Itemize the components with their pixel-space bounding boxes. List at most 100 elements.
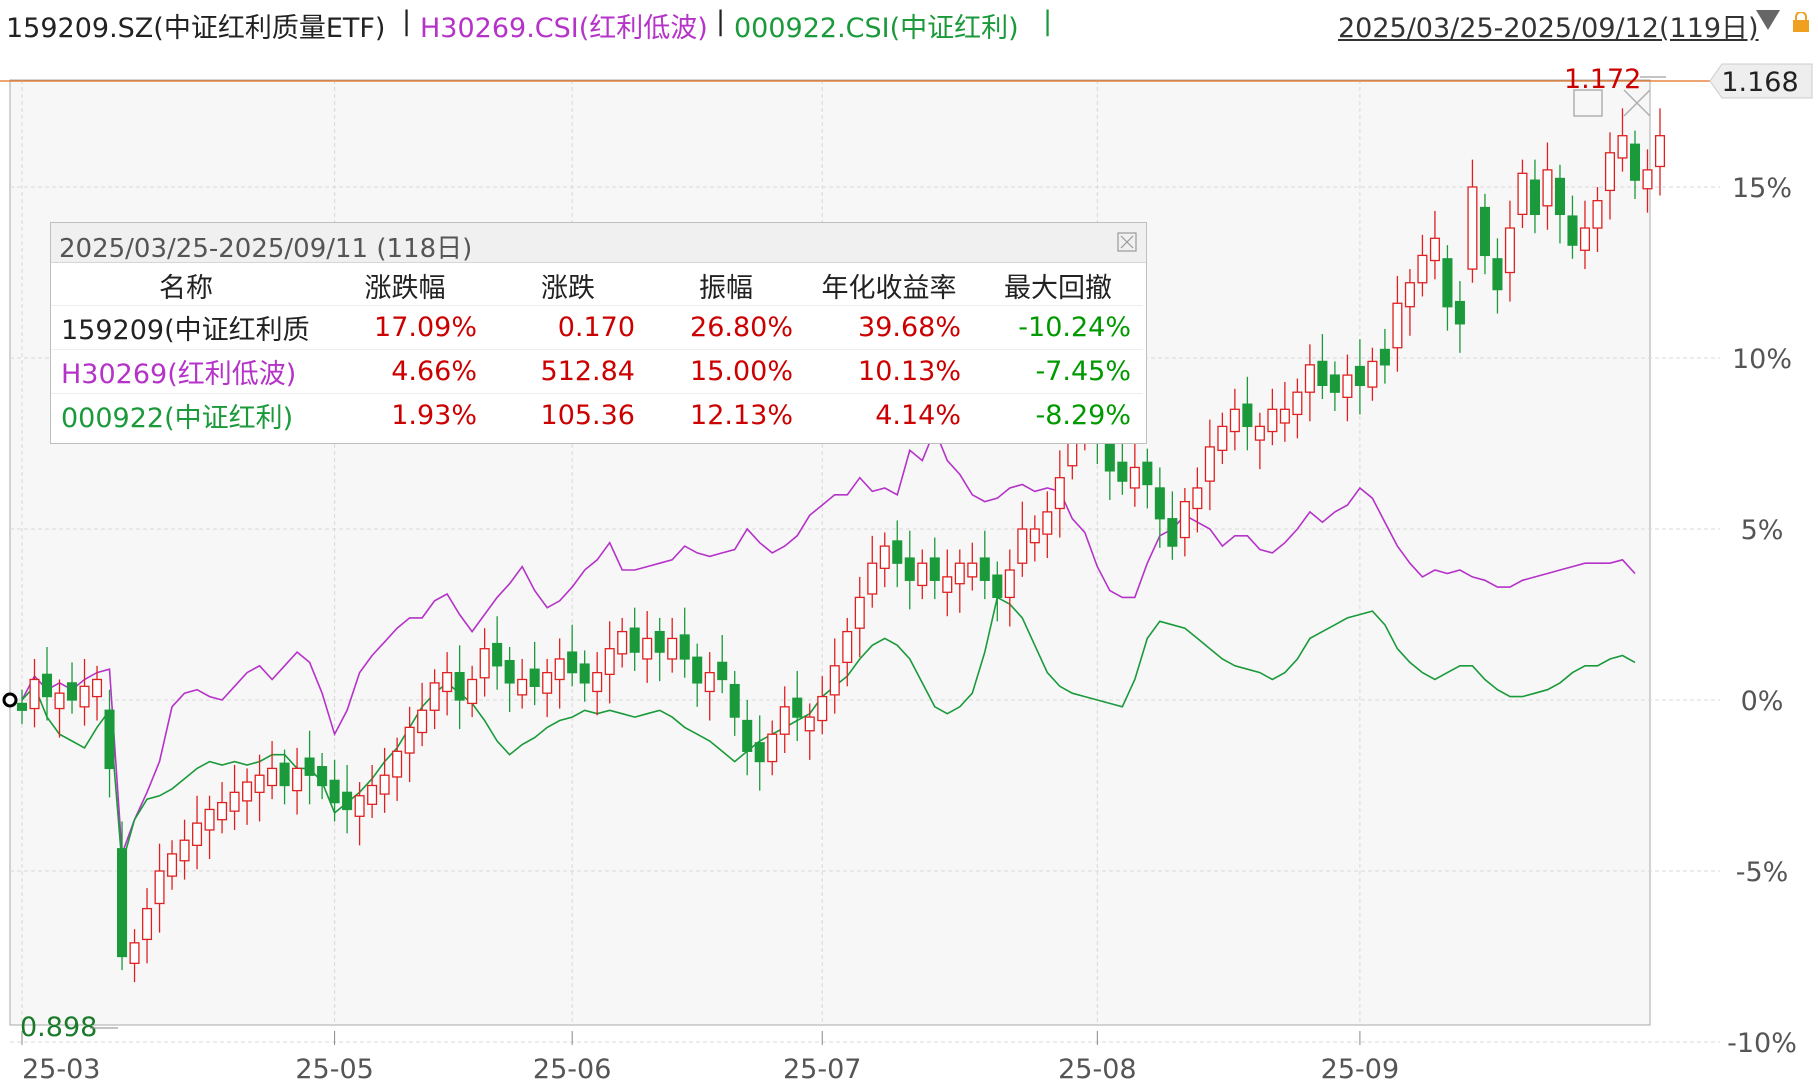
candle-body bbox=[254, 774, 265, 793]
candle-body bbox=[1467, 186, 1478, 270]
candle-body bbox=[1217, 425, 1228, 451]
candle-body bbox=[267, 767, 278, 787]
candle-body bbox=[967, 562, 978, 578]
y-tick-label: 15% bbox=[1732, 173, 1792, 204]
candle-body bbox=[1004, 569, 1015, 599]
candle-body bbox=[429, 682, 440, 711]
candle-body bbox=[1617, 135, 1628, 159]
candle-body bbox=[842, 630, 853, 664]
candle-body bbox=[1604, 152, 1616, 192]
candle-body bbox=[392, 750, 403, 778]
candle-body bbox=[604, 648, 615, 676]
candle-body bbox=[1454, 300, 1465, 325]
row-chg-pct: 17.09% bbox=[321, 305, 489, 350]
candle-body bbox=[217, 801, 228, 821]
candlestick-comparison-chart[interactable]: 15% 10% 5% 0% -5% -10% 25-03 25-05 25-06 25-07 25-… bbox=[0, 44, 1818, 1086]
candle-body bbox=[1642, 169, 1653, 190]
candle-body bbox=[867, 562, 878, 595]
candle-body bbox=[892, 540, 903, 564]
candle-body bbox=[1354, 365, 1365, 387]
candle-body bbox=[954, 562, 965, 585]
candle-body bbox=[1517, 172, 1528, 216]
row-amplitude: 12.13% bbox=[647, 393, 805, 437]
y-tick-label: 0% bbox=[1741, 686, 1784, 717]
chevron-down-icon[interactable] bbox=[1756, 10, 1780, 30]
stats-row-dividend[interactable]: 000922(中证红利) 1.93% 105.36 12.13% 4.14% -… bbox=[51, 393, 1143, 437]
candle-body bbox=[804, 716, 815, 732]
candle-body bbox=[91, 678, 103, 698]
row-annualized: 4.14% bbox=[805, 393, 973, 437]
candle-body bbox=[1629, 143, 1641, 181]
close-chart-icon bbox=[1623, 89, 1651, 117]
x-tick-label: 25-07 bbox=[783, 1054, 861, 1085]
stats-row-lowvol[interactable]: H30269(红利低波) 4.66% 512.84 15.00% 10.13% … bbox=[51, 349, 1143, 394]
candle-body bbox=[1579, 227, 1591, 251]
candle-body bbox=[1104, 441, 1115, 472]
candle-body bbox=[1167, 518, 1178, 547]
candle-body bbox=[529, 668, 540, 687]
candle-body bbox=[1042, 511, 1053, 535]
row-annualized: 10.13% bbox=[805, 349, 973, 394]
header-item: | bbox=[716, 6, 726, 37]
candle-body bbox=[354, 795, 365, 817]
candle-body bbox=[1154, 487, 1165, 520]
candle-body bbox=[229, 791, 240, 812]
candle-body bbox=[379, 774, 390, 795]
header-item: | bbox=[1043, 6, 1053, 37]
candle-body bbox=[66, 682, 78, 701]
stats-table: 名称 涨跌幅 涨跌 振幅 年化收益率 最大回撤 159209(中证红利质 17.… bbox=[51, 265, 1143, 437]
candle-body bbox=[129, 942, 140, 964]
x-tick-label: 25-09 bbox=[1321, 1054, 1399, 1085]
date-range-selector[interactable]: 2025/03/25-2025/09/12(119日) bbox=[1338, 13, 1759, 44]
series-line bbox=[21, 596, 1636, 865]
candle-body bbox=[1117, 461, 1128, 482]
candle-body bbox=[704, 671, 715, 693]
candle-body bbox=[104, 709, 115, 770]
candle-body bbox=[979, 557, 990, 581]
candle-body bbox=[729, 683, 740, 718]
stats-header-row: 名称 涨跌幅 涨跌 振幅 年化收益率 最大回撤 bbox=[51, 265, 1143, 306]
candle-body bbox=[629, 627, 640, 653]
candle-body bbox=[317, 766, 328, 787]
candle-body bbox=[617, 630, 628, 655]
candle-body bbox=[654, 630, 665, 653]
header-item: H30269.CSI(红利低波) bbox=[420, 13, 708, 44]
x-tick-label: 25-08 bbox=[1058, 1054, 1136, 1085]
x-tick-label: 25-06 bbox=[533, 1054, 611, 1085]
candle-body bbox=[504, 660, 515, 684]
row-max-drawdown: -7.45% bbox=[973, 349, 1143, 394]
candle-body bbox=[329, 779, 340, 804]
popup-title-bar: 2025/03/25-2025/09/11 (118日) bbox=[51, 223, 1146, 264]
series-line bbox=[21, 427, 1636, 855]
candle-body bbox=[1379, 348, 1390, 366]
candle-body bbox=[479, 648, 490, 679]
col-chg: 涨跌 bbox=[489, 265, 647, 306]
candle-body bbox=[367, 784, 378, 805]
stats-row-etf[interactable]: 159209(中证红利质 17.09% 0.170 26.80% 39.68% … bbox=[51, 305, 1143, 350]
candle-body bbox=[1229, 408, 1240, 433]
row-chg: 512.84 bbox=[489, 349, 647, 394]
col-max-drawdown: 最大回撤 bbox=[973, 265, 1143, 306]
candle-body bbox=[192, 822, 203, 846]
col-annualized: 年化收益率 bbox=[805, 265, 973, 306]
candle-body bbox=[292, 767, 303, 792]
close-icon[interactable] bbox=[1117, 232, 1137, 252]
x-tick-label: 25-03 bbox=[22, 1054, 100, 1085]
candle-body bbox=[679, 634, 690, 660]
candle-body bbox=[154, 870, 165, 905]
candle-body bbox=[1017, 528, 1028, 564]
candle-body bbox=[1279, 408, 1290, 424]
candle-body bbox=[167, 853, 178, 877]
y-tick-label: 5% bbox=[1741, 515, 1784, 546]
row-annualized: 39.68% bbox=[805, 305, 973, 350]
lock-icon[interactable] bbox=[1792, 12, 1810, 32]
candle-body bbox=[692, 656, 703, 684]
candle-body bbox=[492, 642, 503, 667]
candle-body bbox=[1192, 487, 1203, 510]
candle-body bbox=[1429, 237, 1440, 262]
x-tick-label: 25-05 bbox=[295, 1054, 373, 1085]
candle-body bbox=[1179, 500, 1190, 539]
candle-body bbox=[29, 678, 40, 710]
row-name: 159209(中证红利质 bbox=[51, 305, 321, 350]
candle-body bbox=[1267, 408, 1278, 433]
